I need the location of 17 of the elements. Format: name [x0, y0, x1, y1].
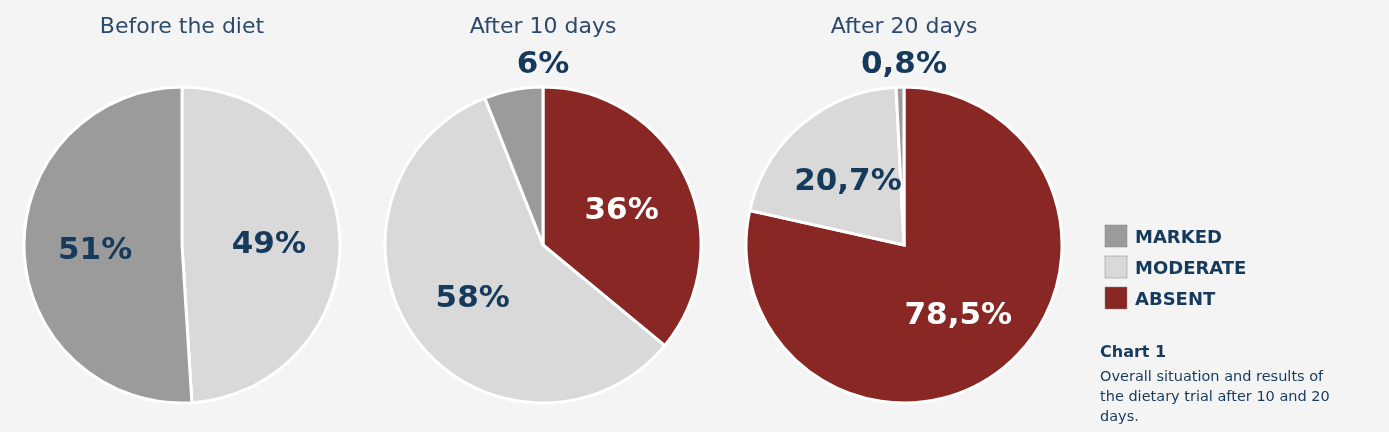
pie-slice: [744, 85, 1064, 405]
data-label: 49%: [231, 224, 306, 261]
chart-title: After 20 days: [830, 13, 978, 38]
text: Overall situation and results of the dietary trial after 10 and 20 days.: [1100, 368, 1330, 424]
data-label: 0,8%: [861, 44, 947, 80]
data-label: 36%: [584, 190, 659, 226]
data-label: 6%: [516, 44, 570, 80]
legend-label: MARKED: [1135, 226, 1222, 247]
data-label: 58%: [435, 278, 510, 315]
data-label: 20,7%: [794, 160, 902, 197]
chart-title: Before the diet: [99, 13, 265, 38]
chart-title: After 10 days: [469, 13, 617, 38]
data-label: 51%: [58, 229, 133, 266]
legend-label: MODERATE: [1135, 257, 1247, 278]
data-label: 78,5%: [904, 294, 1013, 331]
legend-label: ABSENT: [1135, 288, 1216, 309]
caption: Chart 1: [1100, 342, 1167, 361]
